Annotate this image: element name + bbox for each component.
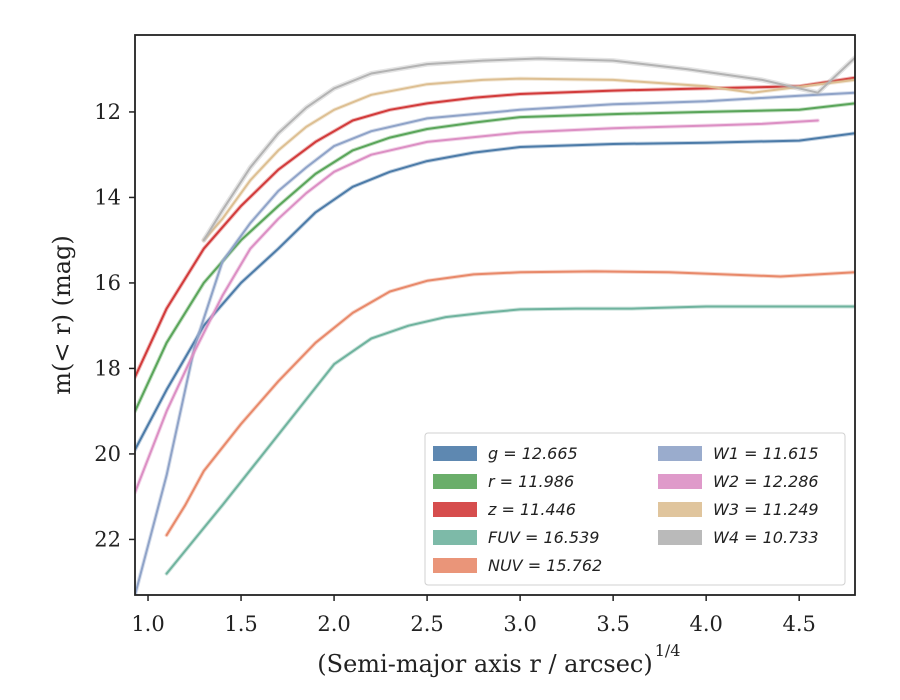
y-tick-label-4: 20 xyxy=(94,442,121,466)
legend-swatch-3 xyxy=(433,530,477,545)
legend-label-8: W4 = 10.733 xyxy=(713,528,819,547)
x-axis-label-superscript: 1/4 xyxy=(655,641,681,660)
legend-item-6: W2 = 12.286 xyxy=(658,472,819,491)
legend-label-7: W3 = 11.249 xyxy=(713,500,819,519)
series-band-7 xyxy=(201,76,855,243)
legend-item-8: W4 = 10.733 xyxy=(658,528,819,547)
series-layer xyxy=(135,55,855,595)
legend-label-3: FUV = 16.539 xyxy=(488,528,599,547)
series-line-7 xyxy=(202,77,855,242)
legend-swatch-5 xyxy=(658,446,702,461)
legend-label-1: r = 11.986 xyxy=(488,472,574,491)
x-tick-label-6: 4.0 xyxy=(689,612,722,636)
plot-frame xyxy=(134,34,856,596)
legend-item-4: NUV = 15.762 xyxy=(433,556,602,575)
y-tick-label-0: 12 xyxy=(94,100,121,124)
y-tick-label-3: 18 xyxy=(94,356,121,380)
legend-item-5: W1 = 11.615 xyxy=(658,444,819,463)
y-axis: 12 14 16 18 20 22 xyxy=(94,100,135,551)
y-tick-label-1: 14 xyxy=(94,185,121,209)
x-tick-label-2: 2.0 xyxy=(317,612,350,636)
legend-swatch-4 xyxy=(433,558,477,573)
x-tick-label-3: 2.5 xyxy=(410,612,443,636)
legend-item-7: W3 = 11.249 xyxy=(658,500,819,519)
series-line-0 xyxy=(135,132,855,451)
y-axis-label: m(< r) (mag) xyxy=(48,235,76,394)
x-axis: 1.0 1.5 2.0 2.5 3.0 3.5 4.0 4.5 xyxy=(131,595,816,636)
legend-swatch-1 xyxy=(433,474,477,489)
legend-box xyxy=(424,432,846,586)
series-line-8 xyxy=(202,56,855,242)
legend-item-3: FUV = 16.539 xyxy=(433,528,599,547)
legend-label-6: W2 = 12.286 xyxy=(713,472,819,491)
legend-item-2: z = 11.446 xyxy=(433,500,576,519)
legend-label-2: z = 11.446 xyxy=(487,500,576,519)
series-line-5 xyxy=(135,91,855,595)
series-line-1 xyxy=(135,102,855,413)
legend-swatch-2 xyxy=(433,502,477,517)
x-tick-label-0: 1.0 xyxy=(131,612,164,636)
series-line-4 xyxy=(165,270,855,537)
legend-item-0: g = 12.665 xyxy=(433,444,578,463)
x-tick-label-4: 3.0 xyxy=(503,612,536,636)
series-band-8 xyxy=(201,55,855,243)
x-tick-label-7: 4.5 xyxy=(782,612,815,636)
legend-swatch-7 xyxy=(658,502,702,517)
y-tick-label-5: 22 xyxy=(94,527,121,551)
legend: g = 12.665 r = 11.986 z = 11.446 FUV = 16.5… xyxy=(424,432,846,586)
legend-swatch-0 xyxy=(433,446,477,461)
x-tick-label-1: 1.5 xyxy=(224,612,257,636)
series-line-2 xyxy=(135,76,855,378)
series-line-6 xyxy=(135,119,819,494)
legend-swatch-8 xyxy=(658,530,702,545)
y-tick-label-2: 16 xyxy=(94,271,121,295)
series-line-3 xyxy=(165,305,855,575)
legend-label-0: g = 12.665 xyxy=(488,444,578,463)
legend-item-1: r = 11.986 xyxy=(433,472,574,491)
legend-label-4: NUV = 15.762 xyxy=(488,556,602,575)
x-axis-label: (Semi-major axis r / arcsec) xyxy=(317,650,652,678)
legend-label-5: W1 = 11.615 xyxy=(713,444,819,463)
x-tick-label-5: 3.5 xyxy=(596,612,629,636)
legend-swatch-6 xyxy=(658,474,702,489)
